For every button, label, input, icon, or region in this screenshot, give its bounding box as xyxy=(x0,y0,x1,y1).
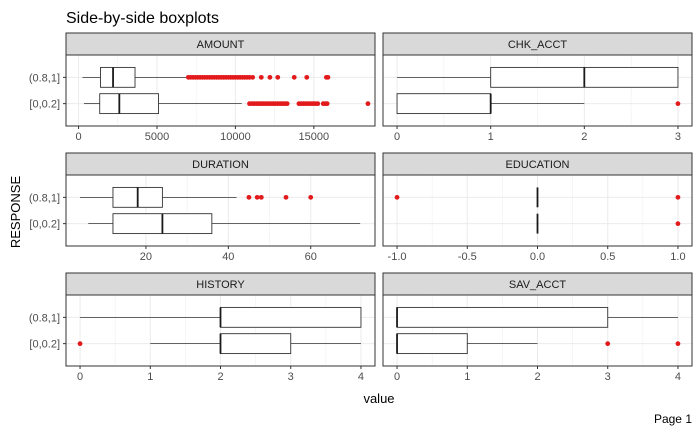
outlier-point xyxy=(675,221,681,227)
y-tick-label: (0.8,1] xyxy=(29,72,60,84)
outlier-point xyxy=(675,101,681,107)
outlier-point xyxy=(246,194,252,200)
x-axis-title: value xyxy=(363,391,394,406)
outlier-point xyxy=(365,101,371,107)
box-history-high xyxy=(80,306,362,328)
page-footer: Page 1 xyxy=(654,412,692,426)
outlier-point xyxy=(324,101,330,107)
box-amount-high xyxy=(82,66,331,88)
outlier-point xyxy=(267,74,273,80)
x-tick-label: 3 xyxy=(288,371,294,383)
x-tick-label: 3 xyxy=(605,371,611,383)
x-tick-label: 1.0 xyxy=(670,251,685,263)
x-tick-label: 0.0 xyxy=(530,251,545,263)
outlier-point xyxy=(394,194,400,200)
y-tick-label: (0.8,1] xyxy=(29,192,60,204)
x-tick-label: 0 xyxy=(394,131,400,143)
outlier-point xyxy=(315,101,321,107)
outlier-point xyxy=(250,74,256,80)
panel-duration: DURATION 20 40 60 (0.8,1] [0,0.2] xyxy=(29,152,376,263)
iqr-box xyxy=(100,66,136,88)
box-sav-acct-low xyxy=(396,333,681,355)
x-tick-label: 40 xyxy=(222,251,234,263)
x-tick-label: 15000 xyxy=(299,131,330,143)
outlier-point xyxy=(77,341,83,347)
x-tick-label: 2 xyxy=(217,371,223,383)
y-tick-label: [0,0.2] xyxy=(29,219,60,231)
box-duration-high xyxy=(80,186,314,208)
box-amount-low xyxy=(84,93,371,115)
chart-title: Side-by-side boxplots xyxy=(66,10,219,27)
x-tick-label: 0 xyxy=(75,131,81,143)
panel-chk-acct: CHK_ACCT 0 1 2 3 xyxy=(382,32,693,143)
x-tick-label: 1 xyxy=(464,371,470,383)
panel-border xyxy=(65,54,376,127)
x-tick-label: 0.5 xyxy=(600,251,615,263)
x-tick-label: 2 xyxy=(581,131,587,143)
x-tick-label: -1.0 xyxy=(388,251,407,263)
y-tick-label: (0.8,1] xyxy=(29,312,60,324)
strip-label: AMOUNT xyxy=(197,39,245,51)
iqr-box xyxy=(396,306,609,328)
iqr-box xyxy=(99,93,159,115)
box-sav-acct-high xyxy=(396,306,678,328)
x-tick-label: 2 xyxy=(534,371,540,383)
outlier-point xyxy=(304,74,310,80)
strip-label: EDUCATION xyxy=(506,159,570,171)
outlier-point xyxy=(675,194,681,200)
x-tick-label: 10000 xyxy=(220,131,251,143)
x-tick-label: 60 xyxy=(305,251,317,263)
box-education-high xyxy=(394,187,681,208)
outlier-point xyxy=(291,74,297,80)
outlier-point xyxy=(675,341,681,347)
x-tick-label: 4 xyxy=(358,371,364,383)
outlier-point xyxy=(275,74,281,80)
x-tick-label: 0 xyxy=(394,371,400,383)
x-tick-label: 1 xyxy=(147,371,153,383)
box-chk-acct-low xyxy=(396,93,681,115)
panel-sav-acct: SAV_ACCT 0 1 2 3 4 xyxy=(382,272,693,383)
x-tick-label: 0 xyxy=(77,371,83,383)
panel-border xyxy=(382,54,693,127)
iqr-box xyxy=(220,306,362,328)
box-history-low xyxy=(77,333,361,355)
outlier-point xyxy=(254,194,260,200)
outlier-point xyxy=(308,194,314,200)
box-duration-low xyxy=(88,213,361,235)
x-tick-label: 3 xyxy=(675,131,681,143)
x-tick-label: -0.5 xyxy=(458,251,477,263)
x-tick-label: 4 xyxy=(675,371,681,383)
outlier-point xyxy=(325,74,331,80)
outlier-point xyxy=(605,341,611,347)
x-tick-label: 1 xyxy=(488,131,494,143)
outlier-point xyxy=(258,194,264,200)
strip-label: DURATION xyxy=(192,159,249,171)
outlier-point xyxy=(283,194,289,200)
panels-layer: AMOUNT 0 5000 10000 15000 (0.8,1] [0,0.2] CHK_A… xyxy=(29,32,693,383)
panel-background xyxy=(66,55,375,126)
x-tick-label: 20 xyxy=(140,251,152,263)
x-tick-label: 5000 xyxy=(145,131,169,143)
panel-background xyxy=(66,175,375,246)
strip-label: CHK_ACCT xyxy=(508,39,568,51)
box-education-low xyxy=(536,213,681,234)
outlier-point xyxy=(284,101,290,107)
strip-label: HISTORY xyxy=(196,279,245,291)
iqr-box xyxy=(396,93,492,115)
y-tick-label: [0,0.2] xyxy=(29,339,60,351)
y-axis-title: RESPONSE xyxy=(8,176,23,249)
panel-border xyxy=(65,174,376,247)
outlier-point xyxy=(258,74,264,80)
iqr-box xyxy=(396,333,468,355)
y-tick-label: [0,0.2] xyxy=(29,99,60,111)
box-chk-acct-high xyxy=(397,66,679,88)
panel-history: HISTORY 0 1 2 3 4 (0.8,1] [0,0.2] xyxy=(29,272,376,383)
panel-education: EDUCATION -1.0 -0.5 0.0 0.5 1.0 xyxy=(382,152,693,263)
panel-amount: AMOUNT 0 5000 10000 15000 (0.8,1] [0,0.2] xyxy=(29,32,376,143)
strip-label: SAV_ACCT xyxy=(509,279,567,291)
iqr-box xyxy=(220,333,292,355)
